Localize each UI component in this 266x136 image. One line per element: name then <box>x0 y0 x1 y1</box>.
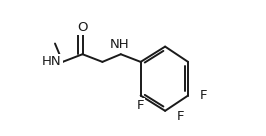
Text: O: O <box>77 21 88 34</box>
Text: F: F <box>177 110 184 123</box>
Text: NH: NH <box>109 38 129 51</box>
Text: F: F <box>137 99 144 112</box>
Text: F: F <box>200 89 207 102</box>
Text: HN: HN <box>42 55 62 68</box>
